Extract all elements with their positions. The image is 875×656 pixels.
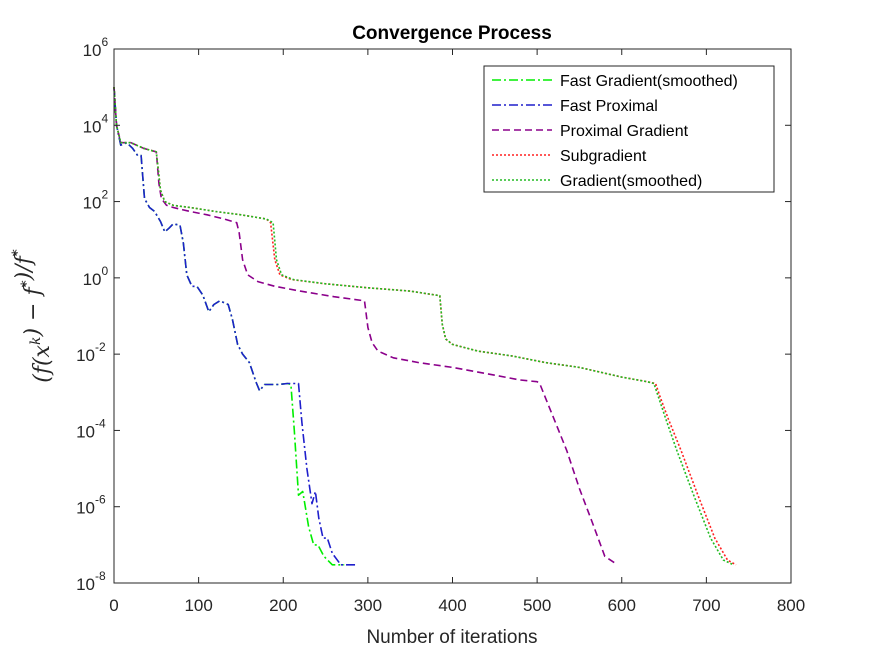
x-tick-label: 400 <box>438 596 466 615</box>
series-line-2 <box>113 87 356 566</box>
y-tick-label: 10 <box>76 422 95 441</box>
y-tick-exponent: 6 <box>102 35 109 49</box>
y-tick-label: 10 <box>83 270 102 289</box>
y-tick-exponent: -2 <box>95 340 106 354</box>
series-line-3 <box>113 87 618 566</box>
legend-items: Fast Gradient(smoothed) Fast Proximal Prox… <box>492 73 738 190</box>
y-tick-exponent: -8 <box>95 569 106 583</box>
plot-frame <box>113 48 792 584</box>
y-tick-label: 10 <box>76 346 95 365</box>
chart-title: Convergence Process <box>352 23 552 44</box>
y-tick-exponent: 4 <box>102 111 109 125</box>
series-layer <box>113 87 737 566</box>
y-tick-label: 10 <box>76 575 95 594</box>
legend-label-2: Fast Proximal <box>560 98 658 115</box>
legend-box <box>483 65 775 193</box>
legend-label-5: Gradient(smoothed) <box>560 173 702 190</box>
x-tick-label: 100 <box>184 596 212 615</box>
x-tick-label: 0 <box>109 596 118 615</box>
x-axis-label: Number of iterations <box>366 627 537 648</box>
y-axis-label: (f(xk) − f*)/f* <box>10 249 55 383</box>
x-tick-label: 500 <box>523 596 551 615</box>
y-tick-exponent: -6 <box>95 493 106 507</box>
x-tick-label: 300 <box>354 596 382 615</box>
y-tick-exponent: 2 <box>102 188 109 202</box>
y-tick-label: 10 <box>83 194 102 213</box>
y-tick-label: 10 <box>83 41 102 60</box>
x-tick-label: 800 <box>777 596 805 615</box>
y-tick-label: 10 <box>76 499 95 518</box>
legend-label-1: Fast Gradient(smoothed) <box>560 73 738 90</box>
x-tick-label: 700 <box>692 596 720 615</box>
legend-label-3: Proximal Gradient <box>560 123 689 140</box>
x-tick-label: 200 <box>269 596 297 615</box>
x-tick-labels: 0 100 200 300 400 500 600 700 800 <box>109 596 805 615</box>
legend: Fast Gradient(smoothed) Fast Proximal Prox… <box>483 65 775 193</box>
series-line-5 <box>113 87 734 566</box>
y-tick-exponent: -4 <box>95 416 106 430</box>
x-tick-label: 600 <box>608 596 636 615</box>
legend-label-4: Subgradient <box>560 148 647 165</box>
y-tick-label: 10 <box>83 117 102 136</box>
y-tick-exponent: 0 <box>102 264 109 278</box>
